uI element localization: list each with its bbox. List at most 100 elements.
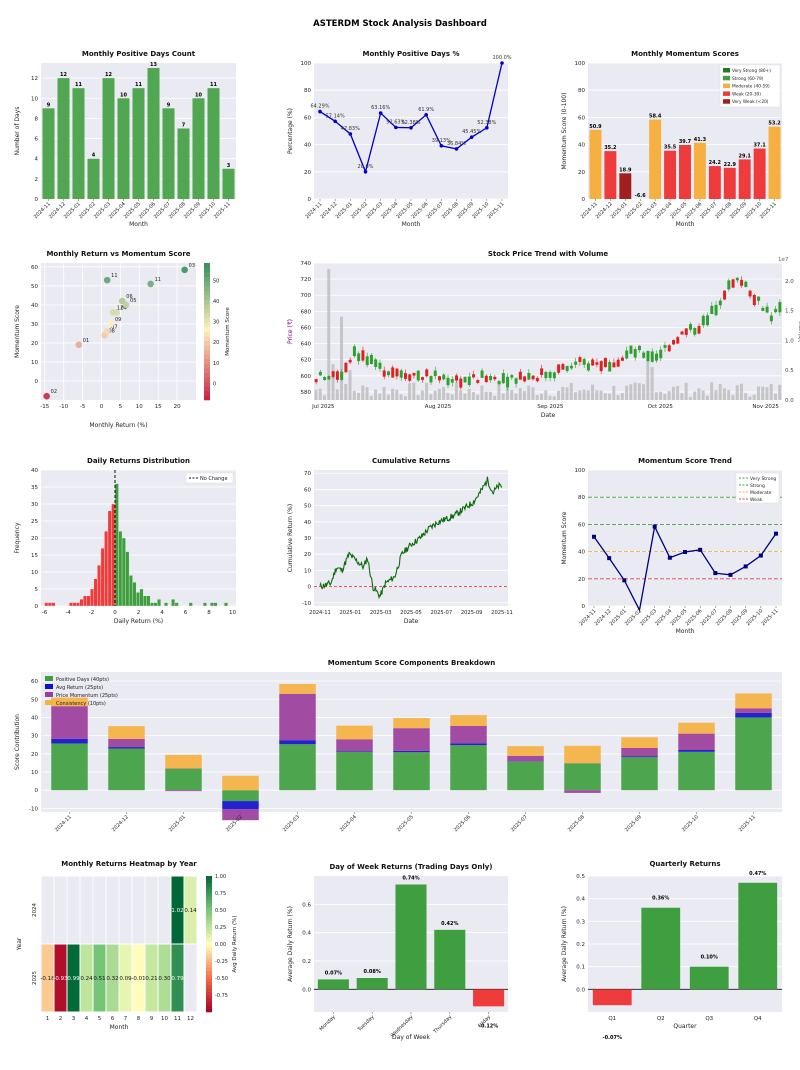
price_trend-volume-bar bbox=[463, 394, 466, 400]
returns_heatmap-cell-label: 1.02 bbox=[171, 908, 183, 914]
day_of_week-bar bbox=[357, 978, 388, 989]
price_trend-candle-body bbox=[702, 316, 705, 325]
components-stack-segment bbox=[108, 749, 144, 791]
components-stack-segment bbox=[222, 790, 258, 801]
positive_days_count-ylabel: Number of Days bbox=[14, 107, 21, 156]
cumulative_returns-xtick: 2025-03 bbox=[370, 610, 392, 616]
price_trend-volume-bar bbox=[765, 387, 768, 400]
price_trend-candle-body bbox=[676, 337, 679, 343]
price_trend-volume-bar bbox=[578, 390, 581, 400]
price_trend-volume-bar bbox=[710, 382, 713, 400]
price_trend-candle-body bbox=[532, 376, 535, 380]
returns_heatmap-colorbar-segment bbox=[206, 927, 212, 931]
daily_returns_dist-hist-bar bbox=[157, 599, 161, 606]
momentum_scores-data-label: 35.2 bbox=[604, 145, 617, 151]
components-xtick: 2025-01 bbox=[168, 814, 187, 833]
returns_heatmap-cell-label: 0.14 bbox=[184, 908, 197, 914]
positive_days_count-data-label: 11 bbox=[135, 82, 142, 88]
price_trend-volume-bar bbox=[778, 385, 781, 400]
price_trend-ylabel: Price (₹) bbox=[287, 319, 294, 344]
cumulative_returns-ytick: -10 bbox=[302, 601, 311, 607]
returns_heatmap-colorbar-segment bbox=[206, 890, 212, 894]
price_trend-y2tick: 2.0 bbox=[785, 279, 794, 285]
components-xtick: 2025-05 bbox=[396, 814, 415, 833]
quarterly-bar bbox=[690, 967, 729, 990]
return_vs_momentum-xtick: 0 bbox=[100, 404, 104, 410]
price_trend-volume-bar bbox=[370, 396, 373, 400]
price_trend-volume-bar bbox=[693, 392, 696, 400]
price_trend-candle-body bbox=[391, 367, 394, 377]
daily_returns_dist-hist-bar bbox=[108, 511, 112, 606]
price_trend-candle-body bbox=[570, 366, 573, 369]
price_trend-candle-body bbox=[357, 353, 360, 361]
price_trend-candle-body bbox=[557, 364, 560, 372]
daily_returns_dist-hist-bar bbox=[129, 575, 133, 606]
returns_heatmap-empty-cell bbox=[41, 876, 54, 944]
quarterly-xtick: Q2 bbox=[657, 1016, 665, 1022]
daily_returns_dist-ytick: 30 bbox=[31, 502, 38, 508]
returns_heatmap-row-label: 2024 bbox=[32, 903, 38, 917]
momentum_trend-marker bbox=[713, 571, 717, 575]
price_trend-candle-body bbox=[617, 360, 620, 367]
daily_returns_dist-hist-bar bbox=[69, 603, 73, 606]
price_trend-volume-bar bbox=[374, 390, 377, 400]
components-ytick: 20 bbox=[31, 752, 38, 758]
daily_returns_dist-xtick: 0 bbox=[113, 610, 117, 616]
positive_days_count-ytick: 8 bbox=[35, 116, 39, 122]
returns_heatmap-cell-label: 0.32 bbox=[106, 976, 118, 982]
returns_heatmap-cell-label: 0.99 bbox=[67, 976, 80, 982]
price_trend-candle-body bbox=[600, 361, 603, 371]
quarterly-xtick: Q3 bbox=[705, 1016, 713, 1022]
price_trend-candle-body bbox=[400, 370, 403, 377]
price_trend-candle-body bbox=[498, 381, 501, 384]
price_trend-volume-bar bbox=[442, 387, 445, 400]
return_vs_momentum-ytick: 50 bbox=[31, 284, 38, 290]
price_trend-candle-body bbox=[719, 301, 722, 306]
returns_heatmap-colorbar-segment bbox=[206, 958, 212, 962]
price_trend-candle-body bbox=[510, 375, 513, 378]
price_trend-candle-body bbox=[361, 350, 364, 360]
price_trend-volume-bar bbox=[634, 383, 637, 400]
price_trend-volume-bar bbox=[438, 389, 441, 400]
return_vs_momentum-xtick: -10 bbox=[59, 404, 68, 410]
return_vs_momentum-ytick: 40 bbox=[31, 303, 38, 309]
daily_returns_dist-hist-bar bbox=[150, 603, 154, 606]
price_trend-volume-bar bbox=[400, 394, 403, 400]
price_trend-volume-bar bbox=[455, 382, 458, 400]
price_trend-candle-body bbox=[340, 372, 343, 380]
price_trend-candle-body bbox=[502, 373, 505, 383]
price_trend-volume-bar bbox=[493, 396, 496, 400]
returns_heatmap-cell-label: 0.51 bbox=[93, 976, 105, 982]
momentum_scores-xlabel: Month bbox=[676, 221, 695, 228]
price_trend-volume-bar bbox=[527, 386, 530, 400]
price_trend-volume-bar bbox=[736, 385, 739, 400]
daily_returns_dist-ytick: 5 bbox=[35, 587, 39, 593]
returns_heatmap-empty-cell bbox=[80, 876, 93, 944]
components-stack-segment bbox=[564, 746, 600, 763]
return_vs_momentum-colorbar-segment bbox=[204, 309, 210, 314]
components-ytick: 50 bbox=[31, 697, 38, 703]
daily_returns_dist-hist-bar bbox=[140, 589, 144, 606]
positive_days_pct-point bbox=[470, 135, 474, 139]
price_trend-candle-body bbox=[387, 371, 390, 375]
positive_days_count-ytick: 2 bbox=[35, 177, 39, 183]
returns_heatmap-colorbar-segment bbox=[206, 975, 212, 979]
components-stack-segment bbox=[621, 756, 657, 757]
positive_days_count-data-label: 13 bbox=[150, 62, 157, 68]
price_trend-volume-bar bbox=[604, 393, 607, 400]
returns_heatmap-colorbar-segment bbox=[206, 964, 212, 968]
return_vs_momentum-point bbox=[123, 302, 130, 309]
price_trend-candle-body bbox=[591, 359, 594, 365]
return_vs_momentum-colorbar-segment bbox=[204, 382, 210, 387]
price_trend-candle-body bbox=[476, 380, 479, 383]
price_trend-volume-bar bbox=[638, 383, 641, 400]
components-stack-segment bbox=[279, 740, 315, 744]
returns_heatmap-colorbar-segment bbox=[206, 924, 212, 928]
returns_heatmap-colorbar-segment bbox=[206, 944, 212, 948]
price_trend-volume-bar bbox=[366, 387, 369, 400]
returns_heatmap-colorbar-segment bbox=[206, 876, 212, 880]
daily_returns_dist-ytick: 35 bbox=[31, 485, 38, 491]
return_vs_momentum-colorbar-segment bbox=[204, 327, 210, 332]
daily_returns_dist-ylabel: Frequency bbox=[14, 522, 21, 553]
